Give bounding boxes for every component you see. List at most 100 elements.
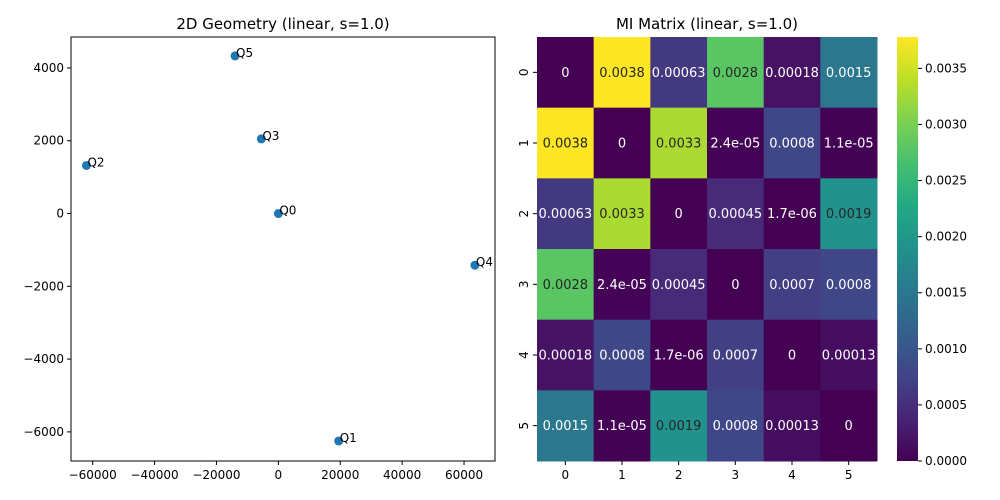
heatmap-cell-value: 0.00045 <box>652 278 706 293</box>
heatmap-cell <box>707 107 765 179</box>
heatmap-cell-value: 0.0008 <box>599 349 645 364</box>
heatmap-cell-value: 0.0033 <box>599 207 645 222</box>
heatmap-cell <box>763 107 821 179</box>
heatmap-cell <box>650 178 708 250</box>
heatmap-x-tick-label: 5 <box>845 468 853 482</box>
heatmap-cell <box>650 249 708 321</box>
heatmap-cell <box>650 390 708 462</box>
heatmap-cell <box>820 390 878 462</box>
heatmap-cell <box>707 319 765 391</box>
scatter-point-q0 <box>273 209 283 219</box>
heatmap-cell-value: 1.7e-06 <box>654 349 704 364</box>
colorbar: 0.0000 0.0005 0.0010 0.0015 0.0020 0.0025 0.00… <box>897 37 967 468</box>
heatmap-cell <box>820 319 878 391</box>
y-tick-label: 4000 <box>33 61 64 75</box>
heatmap-cell <box>537 249 595 321</box>
x-tick-label: 20000 <box>321 468 359 482</box>
scatter-point-q3 <box>256 134 266 144</box>
x-tick-label: 40000 <box>383 468 421 482</box>
heatmap-cell <box>763 178 821 250</box>
point-label: Q0 <box>279 204 296 218</box>
heatmap-cell <box>707 37 765 109</box>
heatmap-y-tick-label: 0 <box>517 69 531 77</box>
y-tick-label: −2000 <box>23 279 64 293</box>
scatter-point-q5 <box>230 51 240 61</box>
heatmap-title: MI Matrix (linear, s=1.0) <box>616 15 798 33</box>
heatmap-cell-value: 0.00013 <box>822 349 876 364</box>
heatmap-y-tick-label: 3 <box>517 281 531 289</box>
heatmap-cell <box>820 107 878 179</box>
colorbar-tick-label: 0.0005 <box>925 398 967 412</box>
heatmap-cell-value: 2.4e-05 <box>597 278 647 293</box>
x-tick-label: 0 <box>275 468 283 482</box>
heatmap-cell-value: 0.0033 <box>656 137 702 152</box>
heatmap-cell-value: 0.0007 <box>713 349 759 364</box>
heatmap-cell-value: 0.0038 <box>543 137 589 152</box>
scatter-title: 2D Geometry (linear, s=1.0) <box>176 15 389 33</box>
point-label: Q2 <box>87 155 104 169</box>
heatmap-cell-value: 0.00045 <box>708 207 762 222</box>
y-tick-label: −6000 <box>23 425 64 439</box>
heatmap-axis-ticks: 0 1 2 3 4 5 0 1 2 3 4 5 <box>517 69 852 482</box>
heatmap-x-tick-label: 3 <box>732 468 740 482</box>
heatmap-x-tick-label: 1 <box>618 468 626 482</box>
heatmap-cell-value: 0.0019 <box>656 419 702 434</box>
x-tick-label: −40000 <box>130 468 178 482</box>
scatter-panel: 2D Geometry (linear, s=1.0) −60000 −40000… <box>23 15 496 482</box>
heatmap-cell-value: 0 <box>788 349 796 364</box>
heatmap-cell <box>707 390 765 462</box>
colorbar-tick-label: 0.0030 <box>925 117 967 131</box>
scatter-axis-ticks: −60000 −40000 −20000 0 20000 40000 60000−6000−… <box>23 61 483 482</box>
heatmap-cell-value: 1.7e-06 <box>767 207 817 222</box>
heatmap-cell-value: 0.0038 <box>599 66 645 81</box>
heatmap-cell-value: 0 <box>618 137 626 152</box>
heatmap-cell <box>537 390 595 462</box>
heatmap-y-tick-label: 1 <box>517 139 531 147</box>
heatmap-x-tick-label: 2 <box>675 468 683 482</box>
y-tick-label: 2000 <box>33 134 64 148</box>
scatter-points: Q0 Q1 Q2 Q3 Q4 Q5 <box>81 46 493 446</box>
heatmap-cell <box>537 107 595 179</box>
heatmap-x-tick-label: 0 <box>562 468 570 482</box>
point-label: Q3 <box>262 129 279 143</box>
heatmap-cell-value: 0.0008 <box>713 419 759 434</box>
heatmap-cell-value: 0.0007 <box>769 278 815 293</box>
heatmap-cell <box>593 249 651 321</box>
heatmap-cell-value: 0.00063 <box>652 66 706 81</box>
heatmap-y-tick-label: 4 <box>517 351 531 359</box>
colorbar-gradient <box>897 37 918 461</box>
heatmap-cell <box>593 37 651 109</box>
heatmap-cells: 0 0.0038 0.00063 0.0028 0.00018 0.0015 0.0038 0… <box>537 37 878 462</box>
colorbar-ticks: 0.0000 0.0005 0.0010 0.0015 0.0020 0.0025 0.00… <box>918 61 967 468</box>
colorbar-tick-label: 0.0035 <box>925 61 967 75</box>
heatmap-cell-value: 0.0028 <box>543 278 589 293</box>
scatter-plot-frame <box>70 36 496 462</box>
x-tick-label: −20000 <box>192 468 240 482</box>
heatmap-cell-value: 0.0028 <box>713 66 759 81</box>
colorbar-tick-label: 0.0015 <box>925 286 967 300</box>
heatmap-cell <box>763 390 821 462</box>
heatmap-cell <box>593 178 651 250</box>
heatmap-cell-value: 0 <box>731 278 739 293</box>
heatmap-cell <box>820 37 878 109</box>
colorbar-tick-label: 0.0000 <box>925 454 967 468</box>
scatter-point-q4 <box>470 260 480 270</box>
heatmap-cell-value: 1.1e-05 <box>824 137 874 152</box>
colorbar-tick-label: 0.0020 <box>925 230 967 244</box>
heatmap-cell-value: 0.0008 <box>826 278 872 293</box>
heatmap-cell <box>593 107 651 179</box>
point-label: Q5 <box>236 46 253 60</box>
scatter-point-q2 <box>81 160 91 170</box>
heatmap-cell-value: 0 <box>675 207 683 222</box>
heatmap-cell <box>537 37 595 109</box>
heatmap-cell-value: 0.0015 <box>543 419 589 434</box>
heatmap-cell <box>537 319 595 391</box>
heatmap-cell-value: 0.0015 <box>826 66 872 81</box>
heatmap-cell <box>820 249 878 321</box>
y-tick-label: −4000 <box>23 352 64 366</box>
y-tick-label: 0 <box>56 207 64 221</box>
heatmap-cell <box>820 178 878 250</box>
heatmap-cell <box>650 37 708 109</box>
heatmap-cell <box>593 319 651 391</box>
